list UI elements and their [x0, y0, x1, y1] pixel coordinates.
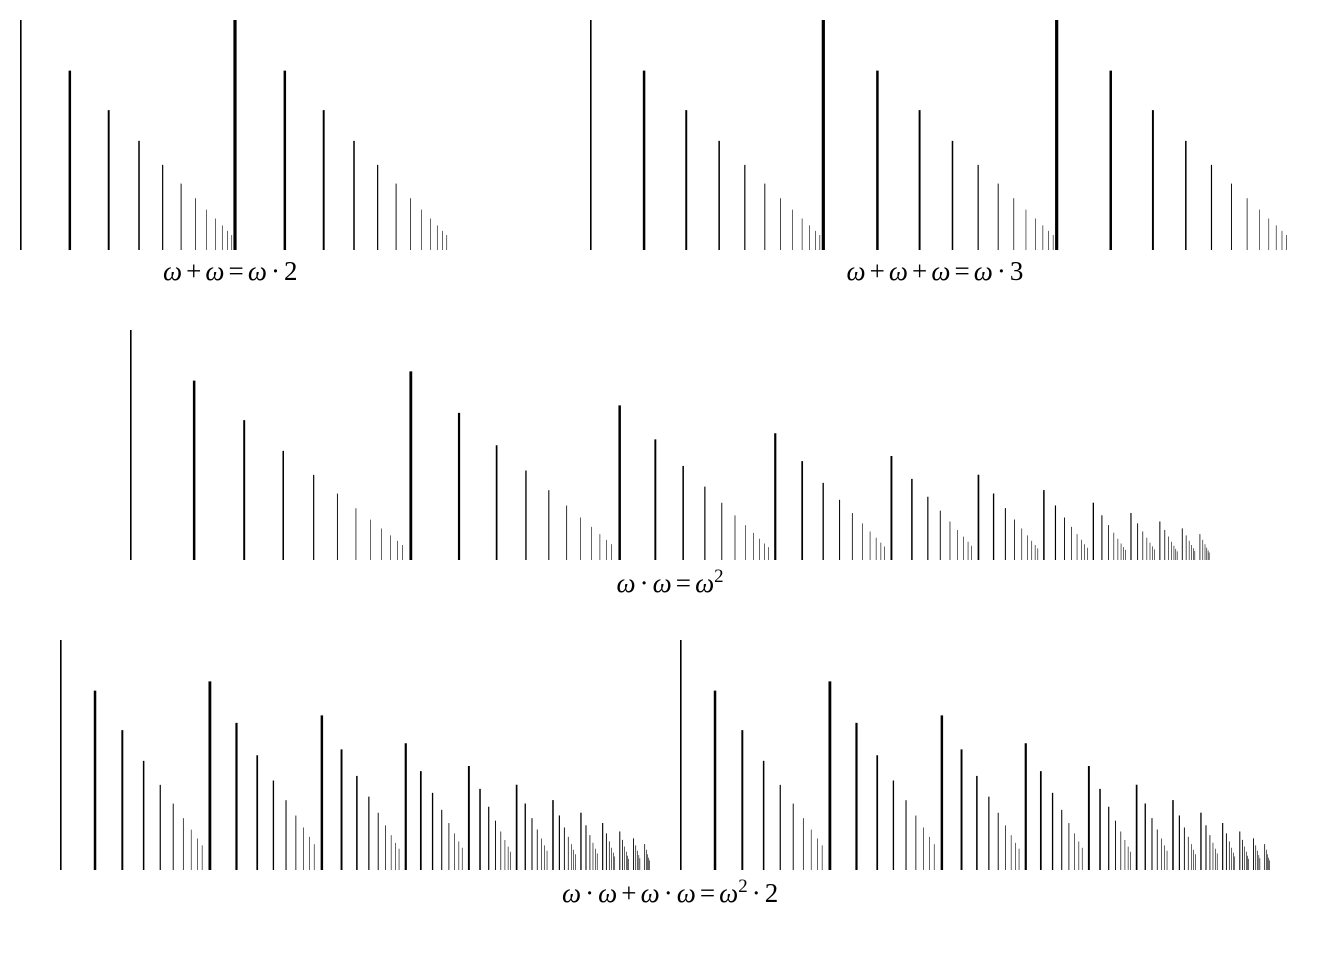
p-omega-sq-2a-caption: ω·ω+ω·ω=ω2·2	[562, 876, 778, 909]
p-omega3-caption: ω+ω+ω=ω·3	[847, 256, 1024, 287]
p-omega2-caption: ω+ω=ω·2	[163, 256, 297, 287]
p-omega3-svg	[590, 20, 1290, 250]
p-omega-sq-svg	[130, 330, 1210, 560]
p-omega2-svg	[20, 20, 450, 250]
p-omega-sq-2b-svg	[680, 640, 1270, 870]
p-omega-sq-2a-svg	[60, 640, 650, 870]
p-omega-sq-caption: ω·ω=ω2	[617, 566, 724, 599]
